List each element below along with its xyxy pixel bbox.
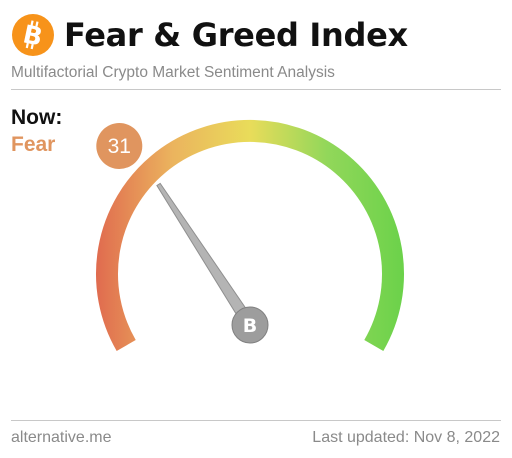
gauge-hub-circle bbox=[231, 306, 269, 344]
page-title: Fear & Greed Index bbox=[64, 16, 408, 54]
gauge-needle bbox=[156, 182, 256, 330]
bitcoin-logo-icon: B bbox=[12, 14, 54, 56]
last-updated-text: Last updated: Nov 8, 2022 bbox=[312, 429, 500, 446]
sentiment-classification: Fear bbox=[11, 133, 56, 156]
header-divider bbox=[11, 89, 501, 90]
gauge-hub: B bbox=[231, 306, 269, 344]
gauge-value-badge: 31 bbox=[96, 123, 143, 169]
gauge-arc bbox=[96, 120, 404, 351]
gauge-badge-circle bbox=[96, 123, 143, 169]
page-subtitle: Multifactorial Crypto Market Sentiment A… bbox=[11, 64, 335, 81]
now-label: Now: bbox=[11, 106, 63, 129]
bitcoin-icon: B bbox=[243, 315, 257, 337]
gauge-value-text: 31 bbox=[108, 135, 131, 158]
footer-divider bbox=[11, 420, 501, 421]
source-link[interactable]: alternative.me bbox=[11, 429, 112, 446]
